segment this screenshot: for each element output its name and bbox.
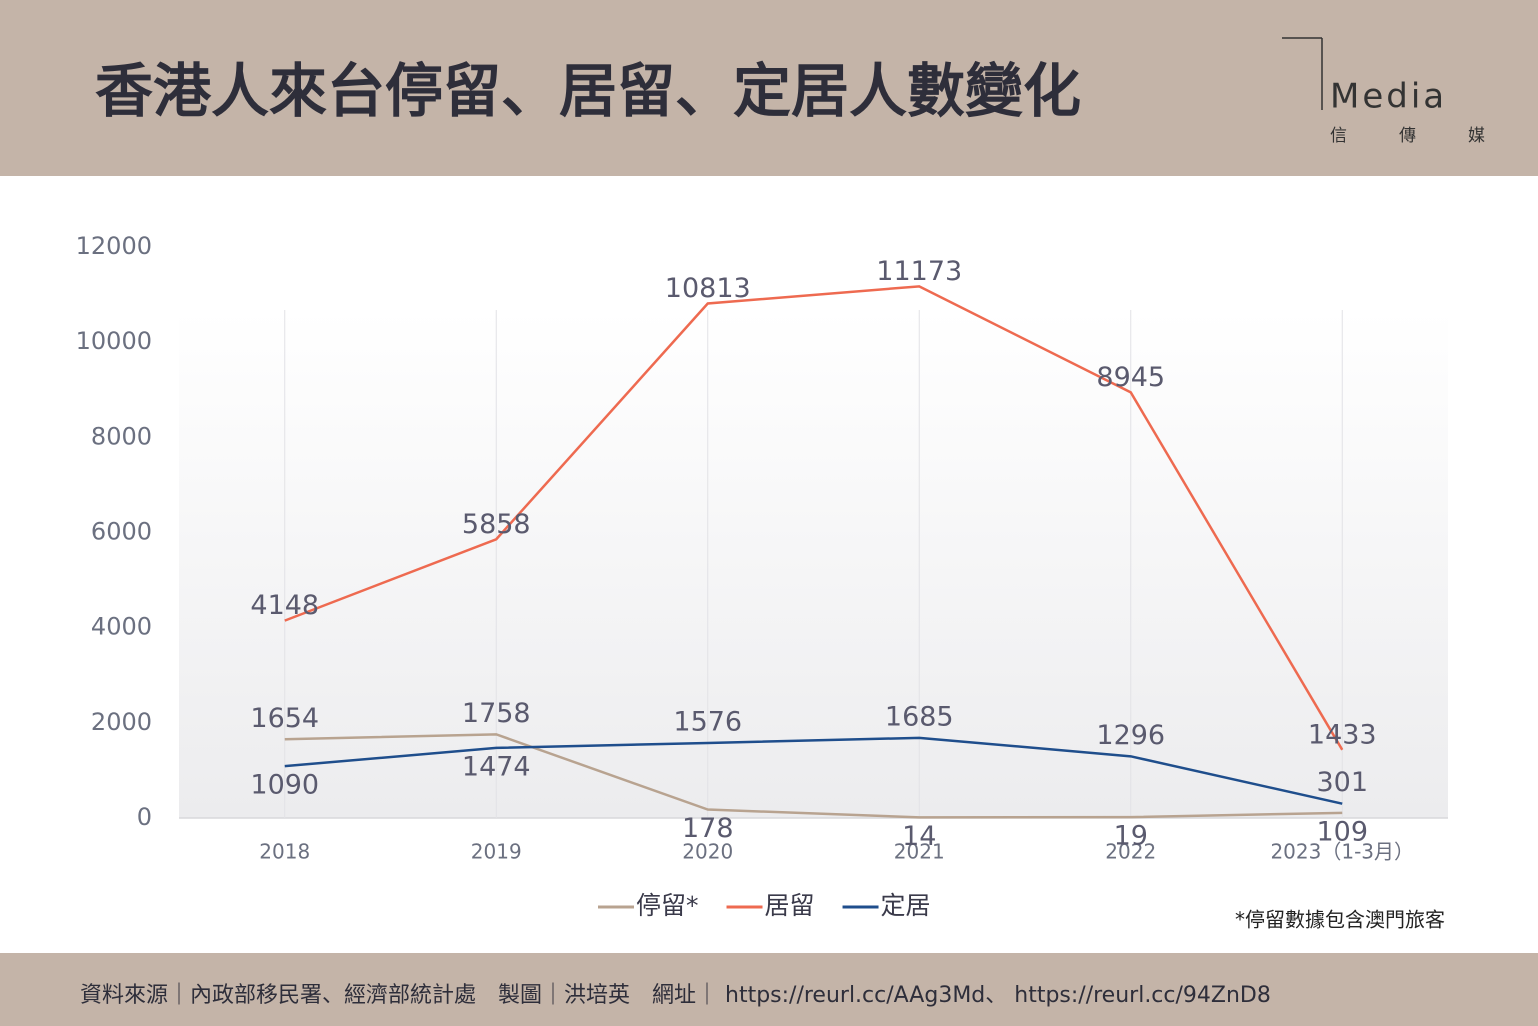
x-tick-label: 2023（1-3月） xyxy=(1270,840,1414,864)
x-tick-label: 2020 xyxy=(682,840,733,864)
data-label: 301 xyxy=(1316,767,1368,798)
data-label: 1090 xyxy=(250,770,319,801)
data-label: 4148 xyxy=(250,590,319,621)
plot-bg xyxy=(179,310,1448,818)
data-label: 1758 xyxy=(462,698,531,729)
data-label: 1576 xyxy=(673,707,742,738)
series-line xyxy=(284,736,1343,805)
data-label: 178 xyxy=(682,813,734,844)
x-tick-label: 2019 xyxy=(471,840,522,864)
header-bg xyxy=(0,0,1538,176)
legend-label: 停留* xyxy=(636,891,699,920)
x-tick-label: 2022 xyxy=(1105,840,1156,864)
data-label: 5858 xyxy=(462,509,531,540)
series-line xyxy=(284,733,1343,819)
series-line xyxy=(284,285,1344,751)
data-label: 1296 xyxy=(1096,720,1165,751)
note: *停留數據包含澳門旅客 xyxy=(1235,908,1445,932)
x-tick-label: 2018 xyxy=(259,840,310,864)
x-tick-label: 2021 xyxy=(894,840,945,864)
data-label: 8945 xyxy=(1096,362,1165,393)
footer-text: 資料來源｜內政部移民署、經濟部統計處 製圖｜洪培英 網址｜ https://re… xyxy=(80,983,1271,1008)
logo-sub: 信傳媒 xyxy=(1330,126,1537,146)
logo-text: Media xyxy=(1330,77,1447,117)
data-label: 1685 xyxy=(885,701,954,732)
y-tick-label: 12000 xyxy=(76,232,152,260)
legend-label: 定居 xyxy=(881,891,931,920)
data-label: 1654 xyxy=(250,703,319,734)
data-label: 14 xyxy=(902,821,936,852)
legend-label: 居留 xyxy=(765,891,815,920)
data-label: 11173 xyxy=(876,256,962,287)
y-tick-label: 10000 xyxy=(76,327,152,355)
data-label: 10813 xyxy=(665,273,751,304)
y-tick-label: 0 xyxy=(137,803,152,831)
data-label: 19 xyxy=(1114,821,1148,852)
data-label: 109 xyxy=(1316,816,1368,847)
footer-bg xyxy=(0,953,1538,1026)
data-label: 1474 xyxy=(462,751,531,782)
data-label: 1433 xyxy=(1308,719,1377,750)
y-tick-label: 2000 xyxy=(91,708,152,736)
logo: Media 信傳媒 xyxy=(1282,37,1537,146)
y-tick-label: 6000 xyxy=(91,518,152,546)
chart-title: 香港人來台停留、居留、定居人數變化 xyxy=(95,57,1081,125)
y-tick-label: 8000 xyxy=(91,422,152,450)
y-tick-label: 4000 xyxy=(91,613,152,641)
